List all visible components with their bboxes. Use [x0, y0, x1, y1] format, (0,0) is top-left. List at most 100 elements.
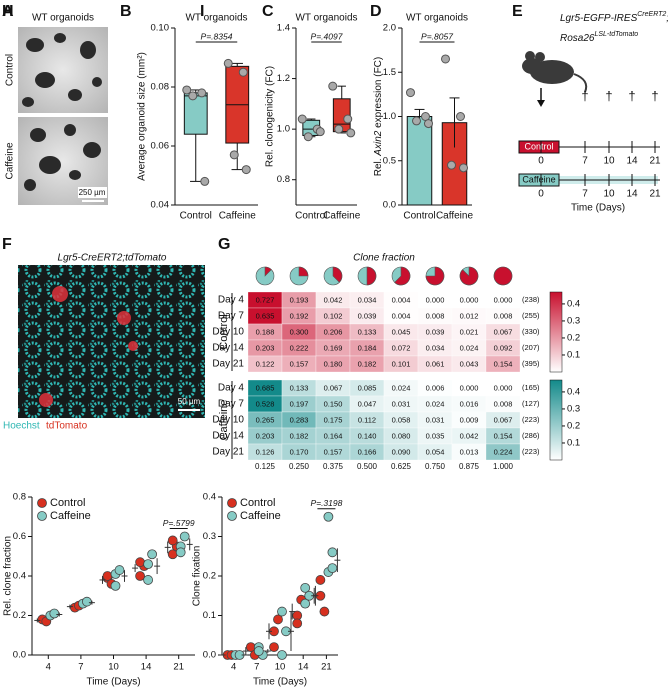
micrograph	[18, 265, 205, 418]
cell-label: 0.175	[324, 415, 343, 424]
chart-title: WT organoids	[185, 13, 247, 24]
cell-label: 0.133	[358, 327, 377, 336]
colorbar-tick-label: 0.2	[567, 420, 580, 431]
cell-label: 0.024	[460, 343, 479, 352]
x-tick-label: 21	[173, 662, 184, 673]
pie-slice	[264, 266, 272, 277]
y-tick-label: 0.04	[151, 200, 170, 211]
data-point	[49, 608, 60, 619]
cell-label: 0.047	[358, 399, 377, 408]
legend-label: Caffeine	[240, 510, 281, 522]
n-label: (223)	[522, 447, 540, 456]
cell-label: 0.133	[290, 383, 309, 392]
data-point	[197, 88, 207, 98]
cell-label: 0.008	[426, 311, 445, 320]
cell-label: 0.635	[256, 311, 275, 320]
pie-slice	[459, 266, 479, 286]
cell-label: 0.169	[324, 343, 343, 352]
arrow-head	[537, 100, 545, 107]
cell-label: 0.067	[494, 415, 513, 424]
cell-label: 0.054	[426, 447, 445, 456]
colorbar	[549, 379, 563, 461]
y-tick-label: 1.4	[277, 23, 290, 34]
x-tick-label: Caffeine	[323, 211, 361, 222]
cell-label: 0.157	[290, 359, 309, 368]
x-tick-label: Control	[180, 211, 212, 222]
pie-slice	[493, 266, 513, 286]
y-axis-label: Rel. clonogenicity (FC)	[265, 66, 276, 167]
scale-label: 50 µm	[178, 397, 201, 406]
n-label: (165)	[522, 383, 540, 392]
n-label: (286)	[522, 431, 540, 440]
cell-label: 0.021	[460, 327, 479, 336]
cell-label: 0.126	[256, 447, 275, 456]
panel-e: E Lgr5-EGFP-IRESCreERT2; Rosa26LSL-tdTom…	[512, 3, 668, 107]
y-tick-label: 0.5	[383, 155, 396, 166]
data-point	[223, 58, 233, 68]
data-point	[110, 580, 121, 591]
cell-label: 0.009	[460, 415, 479, 424]
cell-label: 0.000	[494, 295, 513, 304]
data-point	[319, 606, 330, 617]
group-label: Control	[524, 141, 553, 151]
y-tick-label: 1.5	[383, 67, 396, 78]
data-point	[328, 81, 338, 91]
heat-cell	[485, 443, 521, 461]
data-point	[456, 112, 465, 121]
y-tick-label: 2.0	[383, 23, 396, 34]
cell-label: 0.000	[426, 295, 445, 304]
y-tick-label: 0.0	[13, 650, 26, 661]
y-tick-label: 0.10	[151, 23, 170, 34]
cell-label: 0.685	[256, 383, 275, 392]
data-point	[114, 565, 125, 575]
data-point	[303, 132, 313, 142]
cell-label: 0.122	[256, 359, 275, 368]
cell-label: 0.222	[290, 343, 309, 352]
x-tick-label: 1.000	[493, 462, 514, 471]
cell-label: 0.092	[494, 343, 513, 352]
cell-label: 0.039	[358, 311, 377, 320]
cell-label: 0.727	[256, 295, 275, 304]
cell-label: 0.045	[392, 327, 411, 336]
cell-label: 0.197	[290, 399, 309, 408]
data-point	[441, 54, 450, 64]
y-tick-label: 0.8	[277, 174, 290, 185]
cell-label: 0.157	[324, 447, 343, 456]
y-axis-label: Clone fixation	[192, 546, 203, 607]
colorbar-tick-label: 0.4	[567, 386, 580, 397]
y-axis-label-part: Axin2	[373, 130, 384, 156]
cell-label: 0.042	[324, 295, 343, 304]
panel-label: E	[512, 3, 523, 20]
data-point	[135, 571, 146, 581]
p-value: P=.8057	[421, 31, 453, 41]
genotype-sup: CreERT2	[637, 11, 666, 18]
cell-label: 0.101	[392, 359, 411, 368]
sacrifice-marker: †	[628, 88, 635, 103]
data-point	[238, 67, 248, 77]
row-label: Day 7	[218, 399, 245, 410]
day-label: 14	[626, 156, 638, 167]
row-label: Control	[5, 54, 16, 86]
pie-slice	[425, 266, 445, 286]
y-tick-label: 1.0	[277, 124, 290, 135]
data-point	[315, 575, 326, 585]
tdtomato-clones	[39, 286, 138, 407]
sacrifice-marker: †	[605, 88, 612, 103]
n-label: (255)	[522, 311, 540, 320]
scale-label: 250 µm	[79, 188, 106, 197]
data-point	[241, 165, 251, 175]
panel-label: D	[370, 3, 382, 20]
n-label: (127)	[522, 399, 540, 408]
x-axis-label: Time (Days)	[253, 677, 307, 688]
chart-title: WT organoids	[406, 13, 468, 24]
colorbar-tick-label: 0.3	[567, 403, 580, 414]
x-axis-label: Time (Days)	[86, 677, 140, 688]
x-tick-label: 4	[231, 662, 236, 673]
row-label: Day 10	[212, 415, 244, 426]
data-point	[297, 114, 307, 124]
group-label: Control	[218, 314, 230, 349]
cell-label: 0.031	[392, 399, 411, 408]
x-tick-label: 0.375	[323, 462, 344, 471]
x-tick-label: 21	[321, 662, 332, 673]
